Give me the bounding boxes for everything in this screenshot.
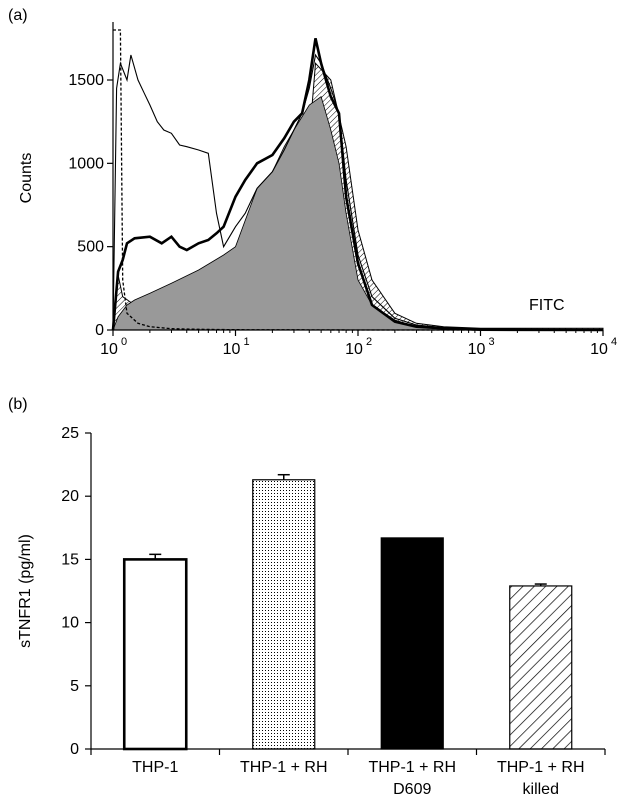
bar-2 [252, 479, 316, 750]
panel-a-x-tick-exponent: 2 [366, 336, 372, 348]
panel-b-y-tick-label: 5 [70, 678, 79, 695]
panel-a-x-tick-exponent: 0 [121, 336, 127, 348]
panel-b-axes [85, 432, 606, 755]
x-category-sublabel: D609 [393, 781, 431, 798]
x-category-label: THP-1 + RH [368, 759, 456, 776]
x-category-label: THP-1 [132, 759, 178, 776]
panel-b-y-tick-label: 25 [61, 425, 79, 442]
panel-a-x-tick-exponent: 1 [244, 336, 250, 348]
bar-3 [380, 537, 444, 750]
x-category-label: THP-1 + RH [497, 759, 585, 776]
histogram-filled-gray-area [112, 96, 604, 331]
bar-4 [509, 585, 573, 750]
panel-a-y-tick-label: 1000 [68, 155, 104, 172]
panel-a-ylabel: Counts [18, 153, 35, 204]
panel-a-x-tick-label: 10 [223, 341, 241, 358]
panel-b-y-tick-label: 15 [61, 551, 79, 568]
panel-b-label: (b) [8, 396, 28, 413]
panel-a-x-tick-label: 10 [100, 341, 118, 358]
panel-a-y-tick-label: 500 [77, 239, 104, 256]
panel-a-y-tick-label: 0 [95, 322, 104, 339]
panel-b-y-tick-label: 10 [61, 615, 79, 632]
fitc-annotation: FITC [529, 297, 565, 314]
panel-b-y-tick-label: 20 [61, 488, 79, 505]
histogram-thin-line [112, 53, 604, 331]
bar-1 [122, 558, 188, 751]
bars-group [122, 473, 573, 751]
panel-a-axes [107, 22, 604, 336]
panel-b: (b) sTNFR1 (pg/ml) THP-1 THP-1 + RH THP-1 … [8, 396, 606, 798]
panel-b-y-tick-label: 0 [70, 741, 79, 758]
histogram-thick-line [111, 38, 604, 332]
panel-a-label: (a) [8, 7, 28, 24]
panel-b-tick-labels: THP-1 THP-1 + RH THP-1 + RH D609 THP-1 + RH k… [61, 425, 584, 798]
x-category-label: THP-1 + RH [240, 759, 328, 776]
panel-a-x-tick-label: 10 [345, 341, 363, 358]
histogram-series-group [111, 29, 604, 332]
panel-a-x-tick-label: 10 [590, 341, 608, 358]
panel-a-x-tick-label: 10 [468, 341, 486, 358]
panel-a-x-tick-exponent: 4 [611, 336, 617, 348]
panel-b-ylabel: sTNFR1 (pg/ml) [17, 534, 34, 648]
panel-a-y-tick-label: 1500 [68, 72, 104, 89]
x-category-sublabel: killed [523, 781, 559, 798]
panel-a-x-tick-exponent: 3 [489, 336, 495, 348]
